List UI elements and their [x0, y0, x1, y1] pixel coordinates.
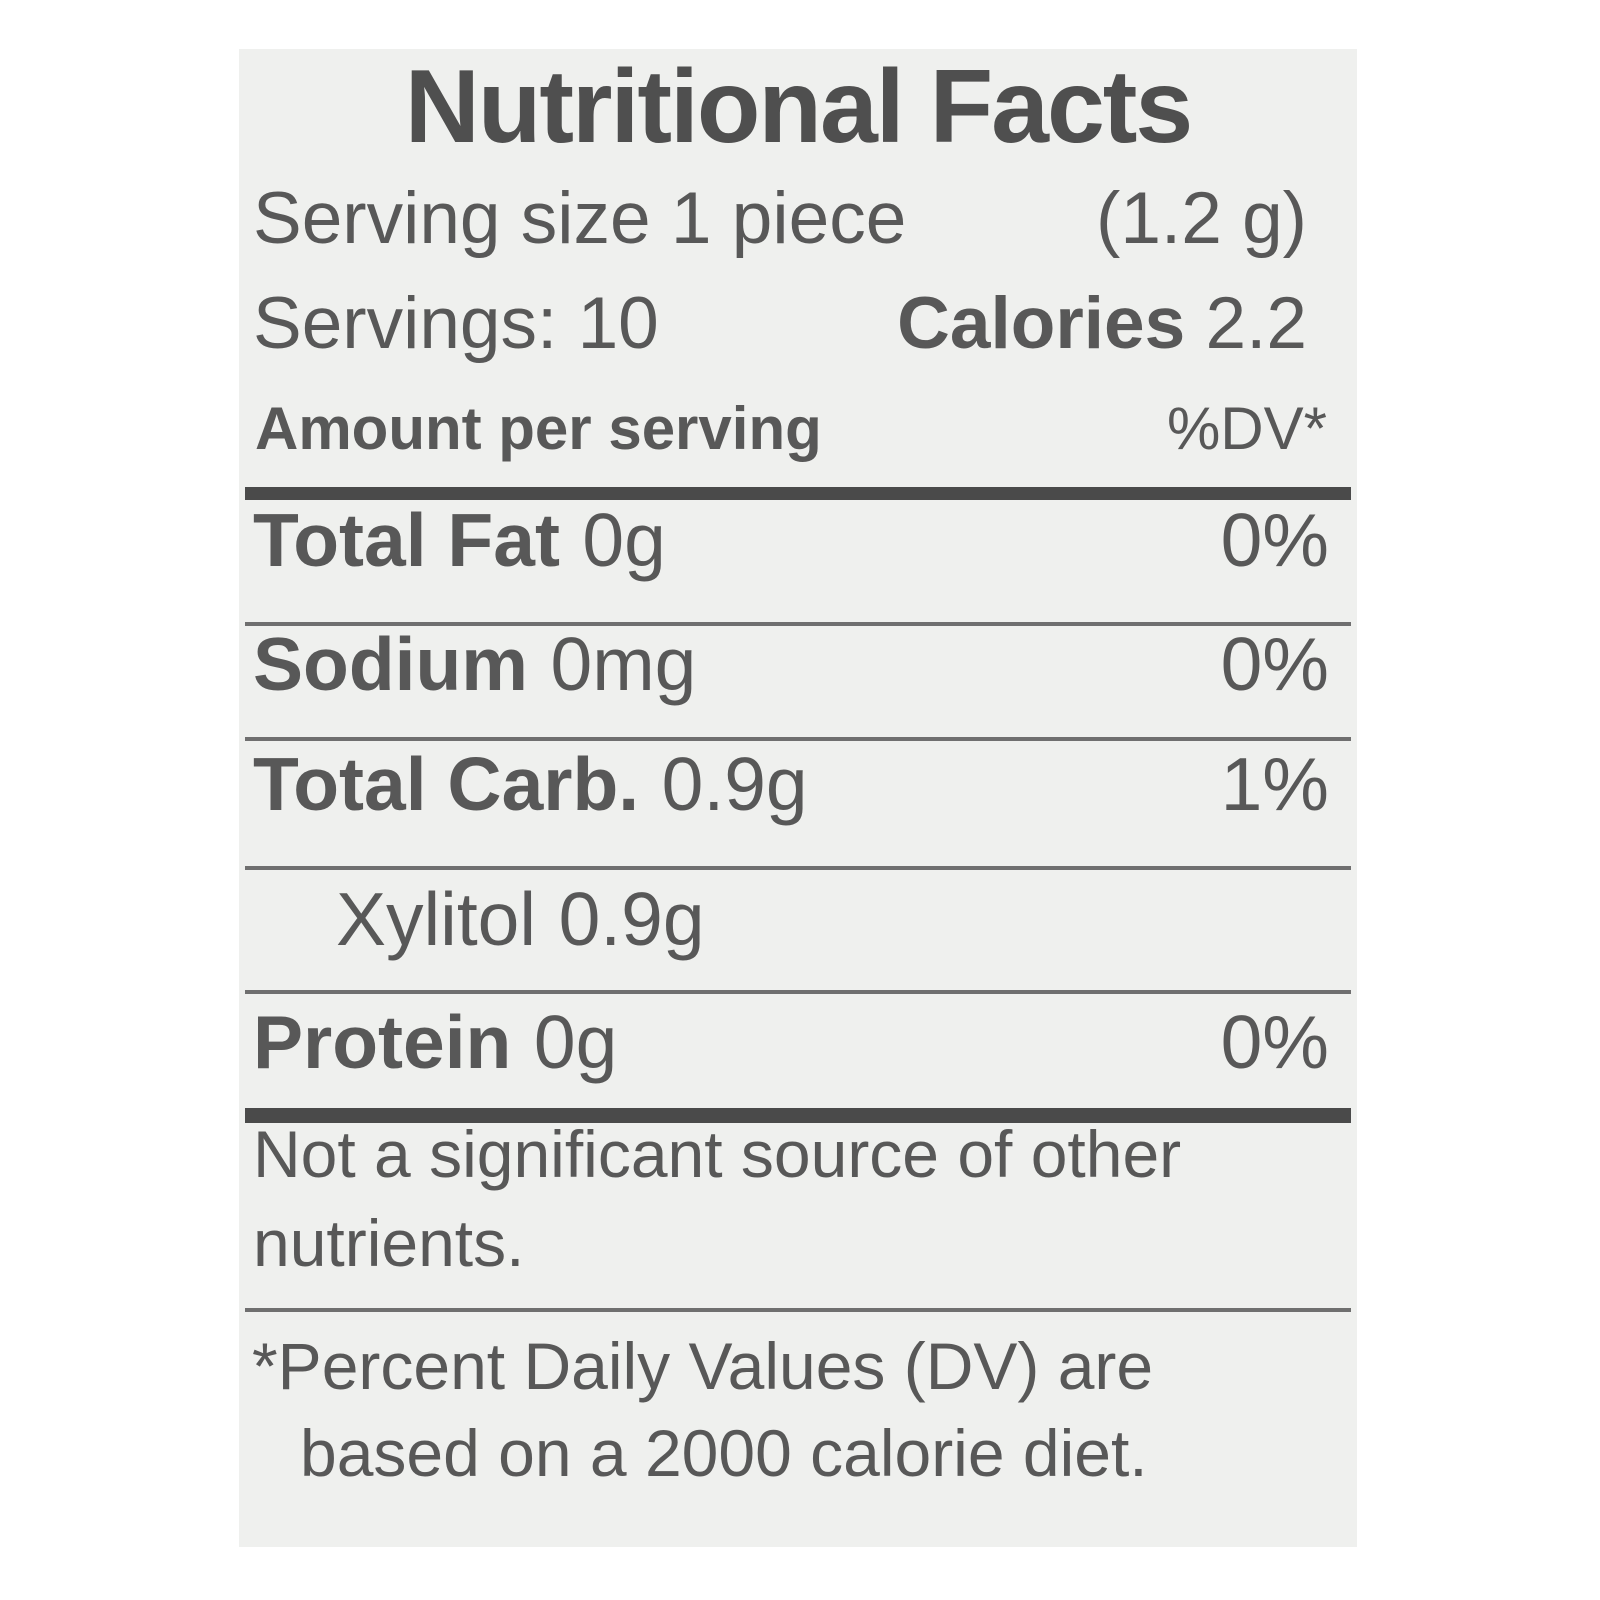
- dv-header: %DV*: [1166, 395, 1327, 462]
- nutrient-amount: 0.9g: [558, 877, 705, 961]
- nutrient-dv: 0%: [1220, 498, 1329, 582]
- label-title: Nutritional Facts: [404, 49, 1194, 165]
- servings-calories-row: Servings: 10 Calories 2.2: [239, 287, 1357, 360]
- calories-value: 2.2: [1205, 283, 1307, 364]
- nutrient-name-amount: Protein 0g: [253, 1005, 617, 1080]
- nutrient-row-total-carb: Total Carb. 0.9g 1%: [239, 747, 1357, 822]
- nutrient-name: Total Fat: [253, 498, 560, 582]
- nutrient-name: Sodium: [253, 622, 528, 706]
- nutrient-row-xylitol: Xylitol 0.9g: [239, 882, 1357, 957]
- servings-count: Servings: 10: [253, 283, 659, 364]
- amount-per-serving-header: Amount per serving: [255, 395, 822, 462]
- footnote-divider: [245, 1308, 1351, 1312]
- calories-group: Calories 2.2: [897, 287, 1307, 360]
- nutrient-row-protein: Protein 0g 0%: [239, 1005, 1357, 1080]
- nutrient-amount: 0g: [533, 1000, 618, 1084]
- row-divider: [245, 737, 1351, 741]
- nutrient-name-amount: Total Fat 0g: [253, 503, 666, 578]
- column-header-row: Amount per serving %DV*: [239, 399, 1357, 459]
- calories-label: Calories: [897, 283, 1186, 364]
- row-divider: [245, 990, 1351, 994]
- other-nutrients-note-line2: nutrients.: [253, 1206, 525, 1280]
- nutrient-row-total-fat: Total Fat 0g 0%: [239, 503, 1357, 578]
- nutrient-name-amount: Total Carb. 0.9g: [253, 747, 808, 822]
- nutrient-amount: 0.9g: [661, 742, 808, 826]
- dv-footnote-line1: *Percent Daily Values (DV) are: [252, 1329, 1154, 1403]
- serving-size-weight: (1.2 g): [1096, 178, 1307, 259]
- nutrient-name: Protein: [253, 1000, 512, 1084]
- row-divider: [245, 622, 1351, 626]
- nutrient-dv: 0%: [1220, 622, 1329, 706]
- row-divider: [245, 866, 1351, 870]
- nutrient-amount: 0g: [582, 498, 666, 582]
- header-divider-bar: [245, 487, 1351, 500]
- nutrient-row-sodium: Sodium 0mg 0%: [239, 627, 1357, 702]
- nutrient-name-amount: Xylitol 0.9g: [336, 882, 705, 957]
- serving-size-row: Serving size 1 piece (1.2 g): [239, 182, 1357, 255]
- serving-size-text: Serving size 1 piece: [253, 178, 907, 259]
- other-nutrients-note-line1: Not a significant source of other: [253, 1117, 1182, 1191]
- dv-footnote-line2: based on a 2000 calorie diet.: [300, 1416, 1148, 1490]
- nutrient-name: Total Carb.: [253, 742, 640, 826]
- nutrient-amount: 0mg: [550, 622, 697, 706]
- nutrient-dv: 0%: [1220, 1000, 1329, 1084]
- nutrient-dv: 1%: [1220, 742, 1329, 826]
- footer-divider-bar: [245, 1108, 1351, 1123]
- nutrition-facts-label: Nutritional Facts Serving size 1 piece (…: [239, 49, 1357, 1547]
- nutrient-name: Xylitol: [336, 877, 537, 961]
- nutrient-name-amount: Sodium 0mg: [253, 627, 696, 702]
